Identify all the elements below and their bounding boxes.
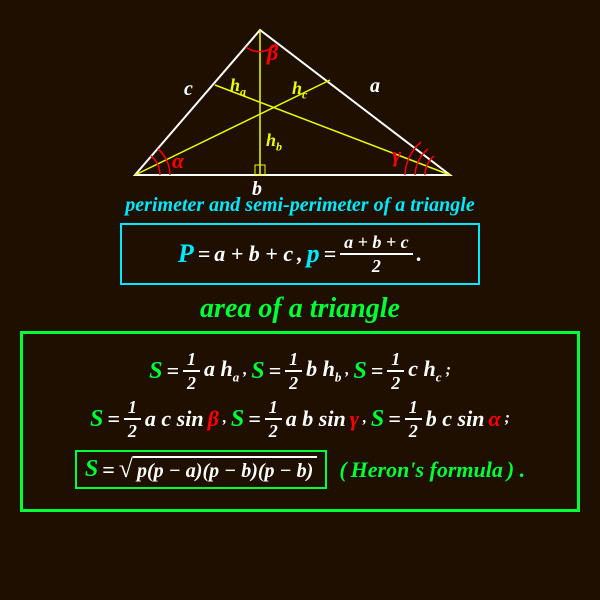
altitude-hb: hb	[266, 130, 282, 155]
area-title: area of a triangle	[0, 293, 600, 325]
perimeter-box: P = a + b + c , p = a + b + c 2 .	[120, 223, 480, 285]
perimeter-formula: P = a + b + c , p = a + b + c 2 .	[178, 233, 422, 275]
area-box: S= 12 a ha , S= 12 b hb , S= 12 c hc ; S…	[20, 331, 580, 512]
altitude-ha: ha	[230, 75, 246, 100]
area-row-sine: S= 12 a c sinβ , S= 12 a b sinγ , S= 12 …	[31, 398, 569, 440]
side-b-label: b	[252, 178, 262, 201]
side-a-label: a	[370, 75, 380, 98]
angle-beta: β	[267, 40, 278, 66]
side-c-label: c	[184, 78, 193, 101]
angle-gamma: γ	[392, 142, 401, 168]
altitude-hc: hc	[292, 78, 307, 103]
area-row-baseheight: S= 12 a ha , S= 12 b hb , S= 12 c hc ;	[31, 350, 569, 392]
triangle-diagram: c a b α β γ ha hb hc	[0, 0, 600, 190]
area-row-heron: S = √ p(p − a)(p − b)(p − b) ( Heron's f…	[31, 450, 569, 489]
angle-alpha: α	[172, 148, 184, 174]
